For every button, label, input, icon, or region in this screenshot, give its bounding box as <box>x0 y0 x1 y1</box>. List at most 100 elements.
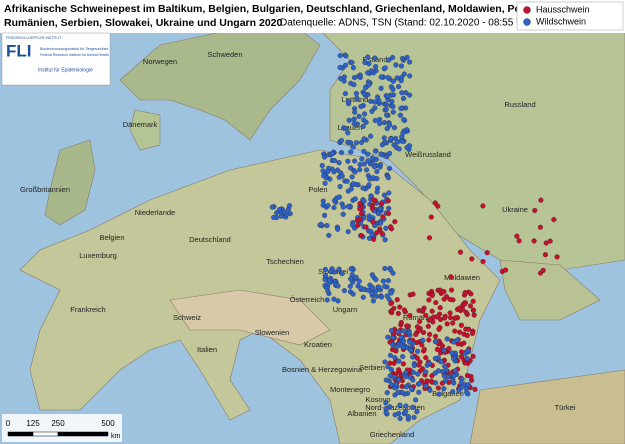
outbreak-point <box>404 323 410 329</box>
outbreak-point <box>451 380 457 386</box>
outbreak-point <box>466 326 472 332</box>
outbreak-point <box>349 59 355 65</box>
place-label: Luxemburg <box>79 251 117 260</box>
place-label: Rumänien <box>403 313 437 322</box>
outbreak-point <box>388 136 394 142</box>
outbreak-point <box>399 138 405 144</box>
outbreak-point <box>358 233 364 239</box>
outbreak-point <box>393 381 399 387</box>
outbreak-point <box>332 158 338 164</box>
outbreak-point <box>322 154 328 160</box>
place-label: Türkei <box>555 403 576 412</box>
outbreak-point <box>388 328 395 334</box>
outbreak-point <box>320 198 326 204</box>
outbreak-point <box>398 334 404 340</box>
outbreak-point <box>436 391 442 397</box>
outbreak-point <box>366 82 372 88</box>
outbreak-point <box>349 174 355 180</box>
outbreak-point <box>363 85 369 91</box>
outbreak-point <box>369 272 375 278</box>
outbreak-point <box>388 224 394 230</box>
outbreak-point <box>427 317 433 323</box>
outbreak-point <box>342 91 348 97</box>
outbreak-point <box>361 91 367 97</box>
outbreak-point <box>432 380 439 386</box>
outbreak-point <box>388 300 394 307</box>
data-source: Datenquelle: ADNS, TSN (Stand: 02.10.202… <box>280 18 536 29</box>
outbreak-point <box>358 139 365 146</box>
outbreak-point <box>407 59 413 65</box>
outbreak-point <box>407 92 413 98</box>
outbreak-point <box>345 229 351 235</box>
outbreak-point <box>423 355 429 361</box>
outbreak-point <box>349 272 355 278</box>
logo-department: Institut für Epidemiologie <box>38 67 93 73</box>
outbreak-point <box>376 284 382 290</box>
outbreak-point <box>382 283 388 289</box>
outbreak-point <box>354 218 360 224</box>
outbreak-point <box>403 384 409 390</box>
outbreak-point <box>450 389 456 395</box>
outbreak-point <box>429 308 435 314</box>
outbreak-point <box>411 414 417 420</box>
outbreak-point <box>427 387 433 393</box>
outbreak-point <box>388 290 394 296</box>
outbreak-point <box>469 256 475 262</box>
outbreak-point <box>432 333 439 339</box>
outbreak-point <box>336 160 342 166</box>
outbreak-point <box>467 303 474 309</box>
outbreak-point <box>390 104 396 110</box>
outbreak-point <box>472 386 478 392</box>
outbreak-point <box>355 222 361 228</box>
scale-bar: 0 125 250 500 km <box>2 414 122 442</box>
outbreak-point <box>420 308 426 314</box>
outbreak-point <box>400 354 406 360</box>
outbreak-point <box>396 146 402 152</box>
outbreak-point <box>331 169 337 175</box>
outbreak-point <box>370 219 376 225</box>
outbreak-point <box>322 180 328 186</box>
logo-name: FLI <box>6 41 32 60</box>
outbreak-point <box>327 277 333 283</box>
scale-label: 125 <box>26 419 40 428</box>
outbreak-point <box>374 230 380 236</box>
outbreak-point <box>388 367 394 373</box>
outbreak-point <box>286 203 293 209</box>
outbreak-point <box>328 268 334 274</box>
outbreak-point <box>368 193 374 199</box>
outbreak-point <box>337 183 343 190</box>
outbreak-point <box>368 98 374 104</box>
outbreak-point <box>348 276 354 282</box>
outbreak-point <box>371 164 377 170</box>
outbreak-point <box>456 387 462 393</box>
outbreak-point <box>383 410 389 416</box>
place-label: Bosnien & Herzegowina <box>282 365 363 374</box>
outbreak-point <box>437 287 443 293</box>
outbreak-point <box>374 169 380 175</box>
outbreak-point <box>370 175 376 181</box>
scale-segment <box>57 431 109 437</box>
outbreak-point <box>384 126 390 132</box>
outbreak-point <box>429 293 435 299</box>
outbreak-point <box>401 338 407 344</box>
outbreak-point <box>369 290 375 296</box>
place-label: Ungarn <box>333 305 358 314</box>
outbreak-point <box>414 409 420 415</box>
outbreak-point <box>364 167 370 173</box>
outbreak-point <box>357 74 363 80</box>
outbreak-point <box>447 310 453 316</box>
outbreak-point <box>531 238 537 244</box>
outbreak-point <box>433 339 439 345</box>
place-label: Slowenien <box>255 328 290 337</box>
outbreak-point <box>394 344 400 350</box>
outbreak-point <box>403 374 409 380</box>
outbreak-point <box>401 328 407 334</box>
outbreak-point <box>404 145 410 151</box>
outbreak-point <box>444 321 450 327</box>
outbreak-point <box>449 350 455 356</box>
outbreak-point <box>431 314 437 320</box>
outbreak-point <box>357 161 363 168</box>
outbreak-point <box>361 117 367 123</box>
outbreak-point <box>469 330 476 336</box>
outbreak-point <box>372 105 378 111</box>
